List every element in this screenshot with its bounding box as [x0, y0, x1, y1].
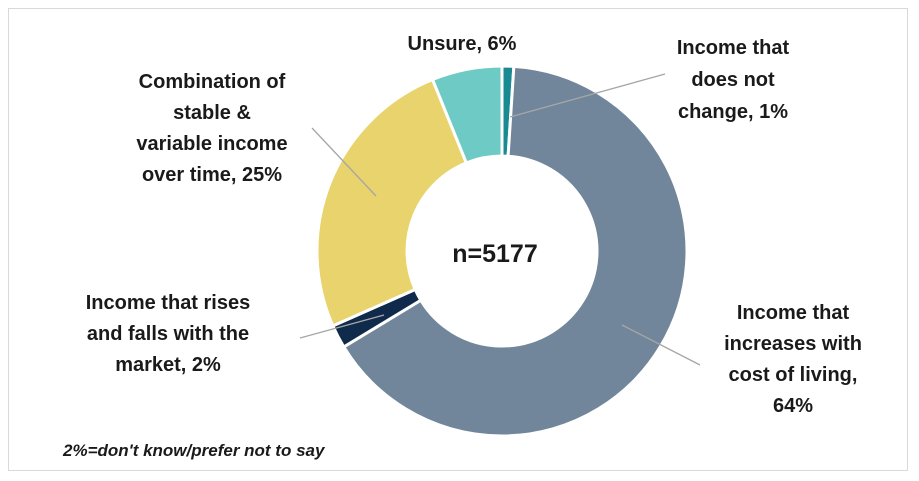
slice-label-1: Income that does not change, 1%: [677, 37, 790, 123]
slice-5: [430, 64, 504, 165]
footnote: 2%=don't know/prefer not to say: [63, 441, 325, 460]
leader-line-1: [509, 73, 666, 118]
center-label: n=5177: [452, 240, 538, 268]
slice-label-5: Unsure, 6%: [408, 33, 517, 55]
slice-label-4: Combination of stable & variable income ove…: [136, 71, 287, 186]
slice-label-2: Income that increases with cost of living,…: [724, 302, 862, 417]
slice-4: [315, 77, 469, 328]
leader-line-2: [621, 324, 701, 366]
slice-label-3: Income that rises and falls with the marke…: [86, 292, 251, 376]
leader-line-4: [311, 127, 377, 197]
slice-2: [341, 64, 689, 438]
leader-line-3: [299, 314, 385, 339]
